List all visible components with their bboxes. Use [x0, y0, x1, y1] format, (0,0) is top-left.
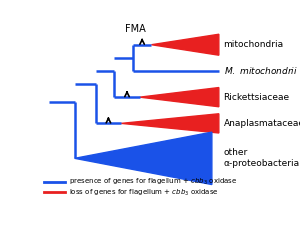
Polygon shape — [75, 132, 212, 185]
Polygon shape — [152, 34, 219, 55]
Text: FMA: FMA — [125, 24, 146, 34]
Text: Anaplasmataceae: Anaplasmataceae — [224, 119, 300, 128]
Text: Rickettsiaceae: Rickettsiaceae — [224, 93, 290, 102]
Text: presence of genes for flagellum + $cbb_3$ oxidase: presence of genes for flagellum + $cbb_3… — [69, 177, 237, 187]
Polygon shape — [140, 88, 219, 107]
Text: mitochondria: mitochondria — [224, 40, 284, 49]
Text: $M.\ mitochondrii$: $M.\ mitochondrii$ — [224, 65, 297, 76]
Text: other
α-proteobacteria: other α-proteobacteria — [224, 148, 300, 168]
Polygon shape — [121, 114, 219, 133]
Text: loss of genes for flagellum + $cbb_3$ oxidase: loss of genes for flagellum + $cbb_3$ ox… — [69, 187, 219, 197]
